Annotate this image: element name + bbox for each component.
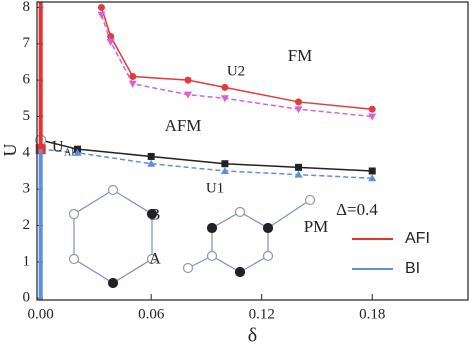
annotation: AFM: [165, 116, 202, 135]
marker: [294, 170, 303, 178]
marker: [368, 105, 376, 113]
y-tick-label: 2: [23, 217, 31, 233]
y-tick-label: 0: [23, 290, 31, 306]
series-line: [40, 148, 373, 180]
y-tick-label: 6: [23, 72, 31, 88]
y-axis-label: U: [0, 144, 20, 157]
marker: [129, 73, 137, 80]
annotation: FM: [288, 46, 313, 65]
marker: [220, 166, 229, 174]
marker: [220, 95, 229, 103]
marker: [295, 163, 303, 171]
annotation: A: [149, 251, 161, 268]
marker: [221, 160, 229, 168]
y-tick-label: 7: [23, 35, 31, 51]
series-line: [100, 7, 373, 110]
lattice-inset-left: [68, 184, 158, 289]
x-tick-label: 0.06: [138, 306, 165, 322]
y-tick-label: 5: [23, 108, 31, 124]
annotation: AF: [64, 147, 77, 158]
lattice-inset-right: [182, 194, 316, 278]
marker: [147, 159, 156, 167]
marker: [106, 38, 115, 46]
annotation: PM: [304, 217, 329, 236]
marker: [184, 91, 193, 99]
marker: [147, 152, 155, 160]
y-tick-label: 3: [23, 181, 31, 197]
marker: [368, 113, 377, 121]
plot-frame: [36, 1, 469, 301]
marker: [128, 80, 137, 88]
marker: [295, 98, 303, 106]
annotation: U: [52, 139, 64, 156]
legend-label: AFI: [405, 230, 430, 247]
x-tick-label: 0.12: [249, 306, 275, 322]
y-tick-label: 4: [23, 144, 31, 160]
x-tick-label: 0.18: [359, 306, 385, 322]
x-axis-label: δ: [248, 325, 257, 347]
marker: [73, 148, 82, 156]
legend-label: BI: [405, 260, 420, 277]
y-tick-label: 1: [23, 253, 31, 269]
marker: [368, 174, 377, 182]
marker: [97, 3, 105, 11]
annotation: U1: [206, 180, 224, 196]
series-line: [40, 139, 373, 172]
y-tick-label: 8: [23, 0, 31, 15]
annotation: B: [150, 207, 161, 224]
annotation: U2: [227, 63, 245, 79]
marker: [368, 167, 376, 175]
marker: [97, 11, 106, 19]
marker: [184, 76, 192, 84]
x-tick-label: 0.00: [28, 306, 54, 322]
marker: [294, 106, 303, 114]
annotation: Δ=0.4: [336, 200, 378, 219]
marker: [221, 83, 229, 91]
